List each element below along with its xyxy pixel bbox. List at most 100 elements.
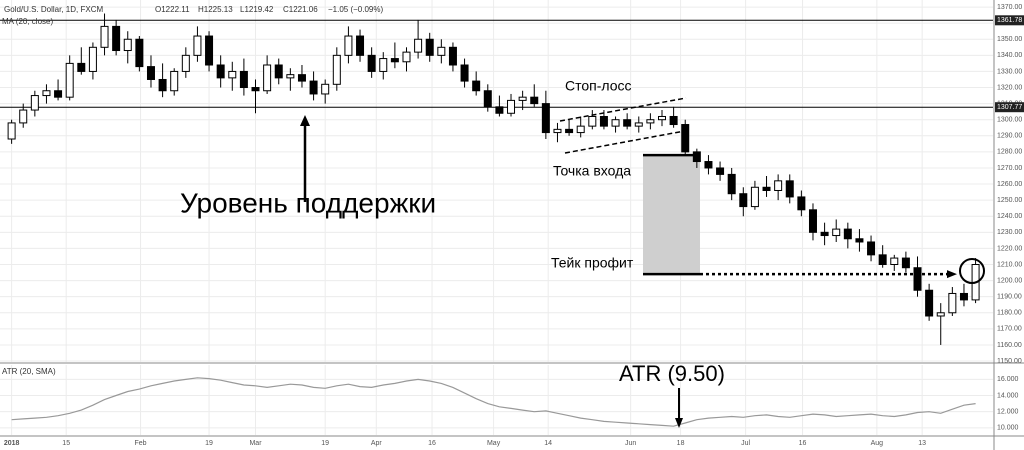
y-tick-label: 1370.00 (997, 4, 1022, 11)
candle-body (646, 119, 655, 124)
change: −1.05 (−0.09%) (328, 5, 383, 14)
candle-body (216, 64, 225, 79)
candle-body (599, 115, 608, 127)
candle-body (658, 115, 666, 121)
y-tick-label: 1320.00 (997, 84, 1022, 91)
candle-body (901, 257, 910, 269)
y-tick-label: 1330.00 (997, 68, 1022, 75)
level-label: 1307.77 (997, 104, 1022, 111)
candle-body (205, 35, 214, 66)
ohlc-high: H1225.13 (198, 5, 233, 14)
x-tick-label: 15 (62, 440, 70, 447)
candle-body (576, 125, 585, 134)
support-label: Уровень поддержки (180, 187, 436, 218)
x-tick-label: May (487, 440, 501, 447)
candle-body (785, 180, 794, 198)
candle-body (727, 173, 736, 195)
marks-layer (0, 13, 993, 427)
y-tick-label: 1340.00 (997, 52, 1022, 59)
candle-body (158, 78, 167, 92)
candle-body (820, 231, 829, 237)
indicator-label: MA (20, close) (2, 17, 53, 26)
candle-body (936, 312, 945, 317)
candle-body (181, 54, 190, 72)
candle-body (344, 35, 353, 56)
candle-body (611, 119, 620, 127)
candle-body (495, 106, 504, 114)
candle-body (356, 35, 365, 56)
candle-body (925, 289, 934, 317)
candle-body (553, 128, 562, 134)
candle-body (565, 128, 574, 134)
y-tick-label: 1150.00 (997, 358, 1022, 365)
candle-body (948, 292, 957, 314)
y-tick-label: 14.000 (997, 392, 1019, 399)
candle-body (448, 46, 457, 66)
y-tick-label: 1280.00 (997, 149, 1022, 156)
stop-loss-label: Стоп-лосс (565, 78, 632, 94)
x-tick-label: Mar (249, 440, 262, 447)
candle-body (855, 238, 864, 243)
candle-body (321, 83, 330, 95)
y-tick-label: 16.000 (997, 376, 1019, 383)
level-tag (995, 15, 1024, 26)
candle-body (170, 70, 179, 92)
candle-body (263, 64, 272, 92)
y-tick-label: 1160.00 (997, 342, 1022, 349)
candle-body (843, 228, 852, 240)
candle-body (634, 122, 643, 127)
candle-body (623, 119, 632, 127)
candle-body (762, 186, 771, 191)
candle-body (274, 64, 283, 79)
x-tick-label: 2018 (4, 440, 20, 447)
atr-line (11, 377, 976, 427)
y-tick-label: 1350.00 (997, 36, 1022, 43)
candle-body (507, 99, 516, 114)
candle-body (77, 62, 86, 72)
candle-body (112, 25, 121, 52)
candle-body (890, 257, 899, 266)
chart-title: Gold/U.S. Dollar, 1D, FXCM (4, 5, 103, 14)
x-tick-label: 16 (799, 440, 807, 447)
candle-body (239, 70, 248, 89)
candle-body (716, 167, 725, 175)
candle-body (913, 267, 922, 291)
ohlc-low: L1219.42 (240, 5, 274, 14)
x-tick-label: Jul (741, 440, 750, 447)
candle-body (425, 38, 434, 56)
x-tick-label: 14 (544, 440, 552, 447)
candle-body (750, 186, 759, 208)
candle-body (123, 38, 132, 52)
ohlc-open: O1222.11 (155, 5, 190, 14)
x-tick-label: Jun (625, 440, 636, 447)
candle-body (797, 196, 806, 211)
candle-body (878, 254, 887, 266)
trade-zone (643, 155, 700, 275)
candle-body (228, 70, 237, 79)
x-tick-label: 13 (918, 440, 926, 447)
candle-body (297, 74, 306, 82)
y-tick-label: 12.000 (997, 409, 1019, 416)
y-tick-label: 1300.00 (997, 117, 1022, 124)
y-tick-label: 1250.00 (997, 197, 1022, 204)
candle-body (483, 90, 492, 108)
candle-body (65, 62, 74, 98)
candle-body (251, 87, 260, 92)
candle-body (367, 54, 376, 72)
level-tag (995, 102, 1024, 113)
candle-body (588, 115, 597, 127)
atr-annotation: ATR (9.50) (619, 361, 725, 386)
ohlc-close: C1221.06 (283, 5, 318, 14)
take-profit-label: Тейк профит (551, 255, 634, 271)
candle-body (681, 124, 690, 153)
x-tick-label: 18 (677, 440, 685, 447)
candle-body (867, 241, 876, 256)
candle-body (42, 90, 51, 97)
y-tick-label: 1190.00 (997, 294, 1022, 301)
x-tick-label: Aug (871, 440, 884, 447)
y-tick-label: 1240.00 (997, 213, 1022, 220)
candle-body (541, 103, 550, 134)
candle-body (692, 151, 701, 163)
x-tick-label: Apr (371, 440, 383, 447)
